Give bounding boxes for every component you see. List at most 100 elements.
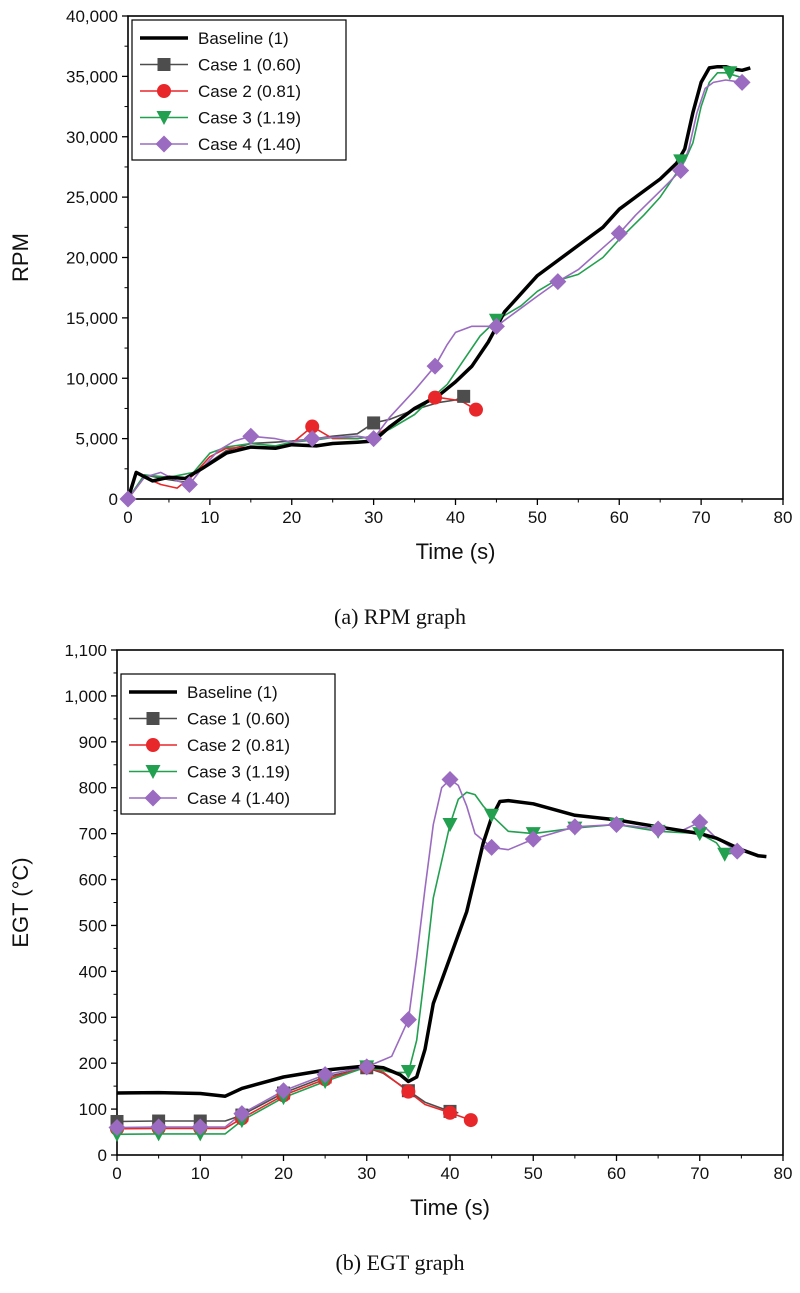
rpm-marker-4	[610, 224, 628, 242]
rpm-marker-4	[549, 273, 567, 291]
rpm-marker-2	[468, 402, 483, 417]
rpm-legend-label-4: Case 4 (1.40)	[198, 135, 301, 154]
egt-marker-4	[316, 1066, 334, 1084]
rpm-chart: 0 10 20 30 40 50 60 70 80 0 5,000 10,000 15,000 20,00…	[8, 7, 792, 564]
egt-y-tick-label: 100	[79, 1100, 107, 1119]
egt-y-tick-label: 800	[79, 779, 107, 798]
rpm-series-line-0	[128, 64, 751, 499]
rpm-legend-marker-1	[157, 58, 171, 71]
rpm-legend-label-2: Case 2 (0.81)	[198, 82, 301, 101]
rpm-marker-3	[722, 66, 738, 81]
egt-legend-marker-2	[146, 738, 160, 752]
egt-marker-4	[524, 830, 542, 848]
rpm-legend-marker-4	[155, 135, 173, 153]
rpm-x-tick-label: 70	[692, 508, 711, 527]
egt-marker-4	[728, 842, 746, 860]
rpm-x-tick-label: 10	[200, 508, 219, 527]
rpm-y-tick-label: 10,000	[66, 369, 118, 388]
egt-marker-4	[566, 818, 584, 836]
egt-marker-3	[442, 817, 458, 832]
rpm-caption: (a) RPM graph	[334, 604, 466, 629]
rpm-y-tick-label: 5,000	[75, 430, 118, 449]
egt-marker-4	[275, 1082, 292, 1100]
egt-marker-4	[691, 813, 709, 831]
rpm-series-line-2	[128, 396, 477, 499]
egt-x-axis-title: Time (s)	[410, 1195, 490, 1220]
rpm-legend-label-1: Case 1 (0.60)	[198, 56, 301, 75]
egt-y-tick-label: 300	[79, 1008, 107, 1027]
rpm-legend-marker-2	[157, 84, 171, 98]
rpm-x-tick-label: 0	[123, 508, 132, 527]
egt-marker-4	[649, 820, 667, 838]
egt-x-tick-label: 60	[607, 1164, 626, 1183]
egt-caption: (b) EGT graph	[335, 1250, 465, 1275]
egt-marker-4	[399, 1011, 417, 1029]
rpm-y-tick-label: 15,000	[66, 309, 118, 328]
egt-y-axis-title: EGT (°C)	[8, 857, 33, 947]
rpm-y-axis-title: RPM	[8, 233, 33, 282]
rpm-x-axis-title: Time (s)	[416, 539, 496, 564]
egt-marker-4	[150, 1118, 168, 1136]
egt-y-tick-label: 400	[79, 962, 107, 981]
rpm-x-tick-label: 40	[446, 508, 465, 527]
egt-y-tick-label: 200	[79, 1054, 107, 1073]
rpm-legend-label-3: Case 3 (1.19)	[198, 109, 301, 128]
rpm-marker-4	[242, 427, 260, 445]
egt-y-tick-label: 500	[79, 916, 107, 935]
rpm-marker-2	[305, 419, 320, 434]
egt-figure: 0 10 20 30 40 50 60 70 80 0 100 200 300 400 500 600 700 8…	[0, 645, 800, 1293]
rpm-y-tick-label: 35,000	[66, 67, 118, 86]
egt-legend-label-0: Baseline (1)	[187, 683, 278, 702]
egt-legend-label-2: Case 2 (0.81)	[187, 736, 290, 755]
egt-chart: 0 10 20 30 40 50 60 70 8001002003004005006007008…	[8, 645, 792, 1220]
egt-marker-2	[443, 1105, 457, 1120]
rpm-marker-4	[119, 490, 137, 508]
rpm-y-tick-label: 0	[109, 490, 118, 509]
rpm-marker-4	[365, 430, 383, 448]
egt-x-tick-label: 30	[357, 1164, 376, 1183]
rpm-marker-1	[457, 389, 471, 403]
egt-legend-label-4: Case 4 (1.40)	[187, 789, 290, 808]
rpm-y-tick-label: 30,000	[66, 128, 118, 147]
egt-marker-3	[400, 1064, 416, 1079]
egt-marker-4	[608, 815, 625, 833]
rpm-marker-3	[673, 154, 689, 169]
egt-legend-label-3: Case 3 (1.19)	[187, 763, 290, 782]
rpm-x-tick-label: 50	[528, 508, 547, 527]
egt-x-tick-label: 40	[441, 1164, 460, 1183]
egt-series-line-0	[117, 798, 767, 1098]
rpm-x-tick-label: 60	[610, 508, 629, 527]
rpm-series-line-1	[128, 395, 465, 499]
rpm-marker-2	[428, 390, 443, 405]
egt-legend-marker-4	[144, 789, 162, 807]
rpm-y-tick-label: 20,000	[66, 249, 118, 268]
rpm-marker-4	[672, 162, 690, 180]
egt-marker-4	[483, 838, 501, 856]
egt-series-line-3	[117, 791, 742, 1136]
egt-marker-4	[358, 1058, 376, 1076]
rpm-y-tick-label: 40,000	[66, 7, 118, 26]
egt-legend-box	[120, 673, 336, 815]
egt-x-tick-label: 70	[690, 1164, 709, 1183]
egt-y-tick-label: 1,100	[64, 645, 107, 660]
rpm-marker-4	[303, 430, 321, 448]
egt-y-tick-label: 700	[79, 825, 107, 844]
egt-legend-marker-1	[146, 712, 160, 725]
egt-marker-3	[692, 827, 708, 842]
egt-x-tick-label: 0	[112, 1164, 121, 1183]
egt-marker-4	[108, 1118, 126, 1136]
rpm-marker-4	[733, 73, 751, 91]
egt-marker-3	[717, 847, 733, 862]
rpm-x-tick-label: 20	[282, 508, 301, 527]
egt-marker-3	[484, 808, 500, 823]
egt-y-tick-label: 0	[98, 1146, 107, 1165]
rpm-legend-marker-3	[156, 111, 172, 125]
egt-x-tick-label: 50	[524, 1164, 543, 1183]
rpm-marker-4	[180, 476, 198, 494]
egt-marker-2	[463, 1113, 478, 1128]
rpm-figure: 0 10 20 30 40 50 60 70 80 0 5,000 10,000 15,000 20,00…	[0, 0, 800, 640]
egt-y-tick-label: 600	[79, 871, 107, 890]
egt-marker-4	[233, 1105, 251, 1123]
egt-marker-2	[401, 1084, 416, 1099]
rpm-marker-4	[426, 357, 444, 375]
